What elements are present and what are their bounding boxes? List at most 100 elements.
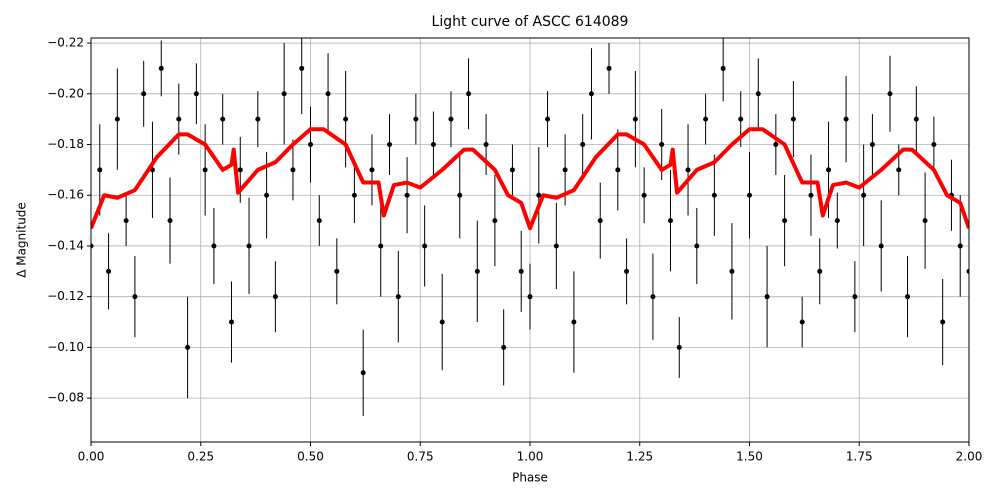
data-point — [782, 218, 788, 224]
chart-title: Light curve of ASCC 614089 — [432, 14, 629, 30]
data-point — [316, 218, 322, 224]
y-tick-label: −0.14 — [47, 238, 84, 252]
x-tick-label: 0.75 — [407, 450, 434, 464]
data-point — [290, 167, 296, 173]
data-point — [492, 218, 498, 224]
data-point — [606, 65, 612, 71]
data-point — [272, 294, 278, 300]
data-point — [755, 91, 761, 97]
data-point — [369, 167, 375, 173]
data-point — [220, 116, 226, 122]
data-point — [132, 294, 138, 300]
data-point — [703, 116, 709, 122]
y-tick-label: −0.12 — [47, 289, 84, 303]
data-point — [501, 344, 507, 350]
data-point — [720, 65, 726, 71]
data-point — [395, 294, 401, 300]
data-point — [176, 116, 182, 122]
data-point — [202, 167, 208, 173]
data-point — [747, 192, 752, 198]
data-point — [808, 192, 814, 198]
data-point — [729, 268, 735, 274]
data-point — [878, 243, 884, 249]
data-point — [887, 91, 893, 97]
data-point — [869, 142, 875, 148]
data-point — [264, 192, 270, 198]
data-point — [483, 142, 489, 148]
data-point — [659, 142, 665, 148]
data-point — [834, 218, 840, 224]
data-point — [641, 192, 647, 198]
data-point — [387, 142, 393, 148]
data-point — [667, 218, 673, 224]
data-point — [211, 243, 217, 249]
y-tick-label: −0.20 — [47, 86, 84, 100]
data-point — [193, 91, 199, 97]
data-point — [861, 192, 867, 198]
data-point — [527, 294, 533, 300]
grid — [90, 38, 970, 442]
data-point — [615, 167, 621, 173]
data-point — [685, 167, 691, 173]
data-point — [404, 192, 410, 198]
model-curve — [91, 127, 969, 231]
data-point — [509, 167, 515, 173]
data-point — [141, 91, 147, 97]
data-point — [281, 91, 287, 97]
data-point — [843, 116, 849, 122]
data-point — [966, 268, 969, 274]
data-point — [738, 116, 744, 122]
data-point — [852, 294, 858, 300]
data-point — [826, 167, 832, 173]
plot-area — [91, 38, 969, 416]
data-point — [325, 91, 331, 97]
data-point — [597, 218, 603, 224]
data-point — [545, 116, 551, 122]
data-point — [940, 319, 946, 325]
data-point — [799, 319, 805, 325]
data-point — [106, 268, 112, 274]
y-tick-label: −0.22 — [47, 36, 84, 50]
data-point — [439, 319, 445, 325]
x-tick-label: 0.50 — [297, 450, 324, 464]
data-point — [562, 167, 568, 173]
data-point — [931, 142, 937, 148]
data-point — [694, 243, 700, 249]
data-point — [91, 243, 94, 249]
data-point — [378, 243, 384, 249]
x-tick-label: 2.00 — [956, 450, 983, 464]
data-point — [624, 268, 630, 274]
data-point — [922, 218, 928, 224]
ticks: 0.00 0.25 0.50 0.75 1.00 1.25 1.50 1.75 2.00 −0.2… — [47, 36, 982, 464]
y-axis-label: Δ Magnitude — [15, 202, 29, 278]
data-point — [676, 344, 682, 350]
data-point — [905, 294, 911, 300]
data-point — [185, 344, 191, 350]
data-point — [422, 243, 428, 249]
data-point — [913, 116, 919, 122]
data-point — [351, 192, 357, 198]
y-tick-label: −0.18 — [47, 137, 84, 151]
data-point — [711, 192, 717, 198]
data-point — [764, 294, 770, 300]
data-point — [308, 142, 313, 148]
data-point — [580, 142, 586, 148]
data-point — [158, 65, 164, 71]
x-tick-label: 0.00 — [78, 450, 105, 464]
data-point — [632, 116, 638, 122]
data-point — [246, 243, 252, 249]
x-tick-label: 1.50 — [736, 450, 763, 464]
x-tick-label: 1.00 — [517, 450, 544, 464]
data-point — [114, 116, 120, 122]
data-point — [255, 116, 261, 122]
data-point — [430, 142, 436, 148]
data-point — [571, 319, 577, 325]
x-axis-label: Phase — [512, 471, 548, 485]
data-point — [413, 116, 419, 122]
x-tick-label: 1.75 — [846, 450, 873, 464]
data-point — [228, 319, 234, 325]
data-point — [299, 65, 305, 71]
data-point — [123, 218, 129, 224]
